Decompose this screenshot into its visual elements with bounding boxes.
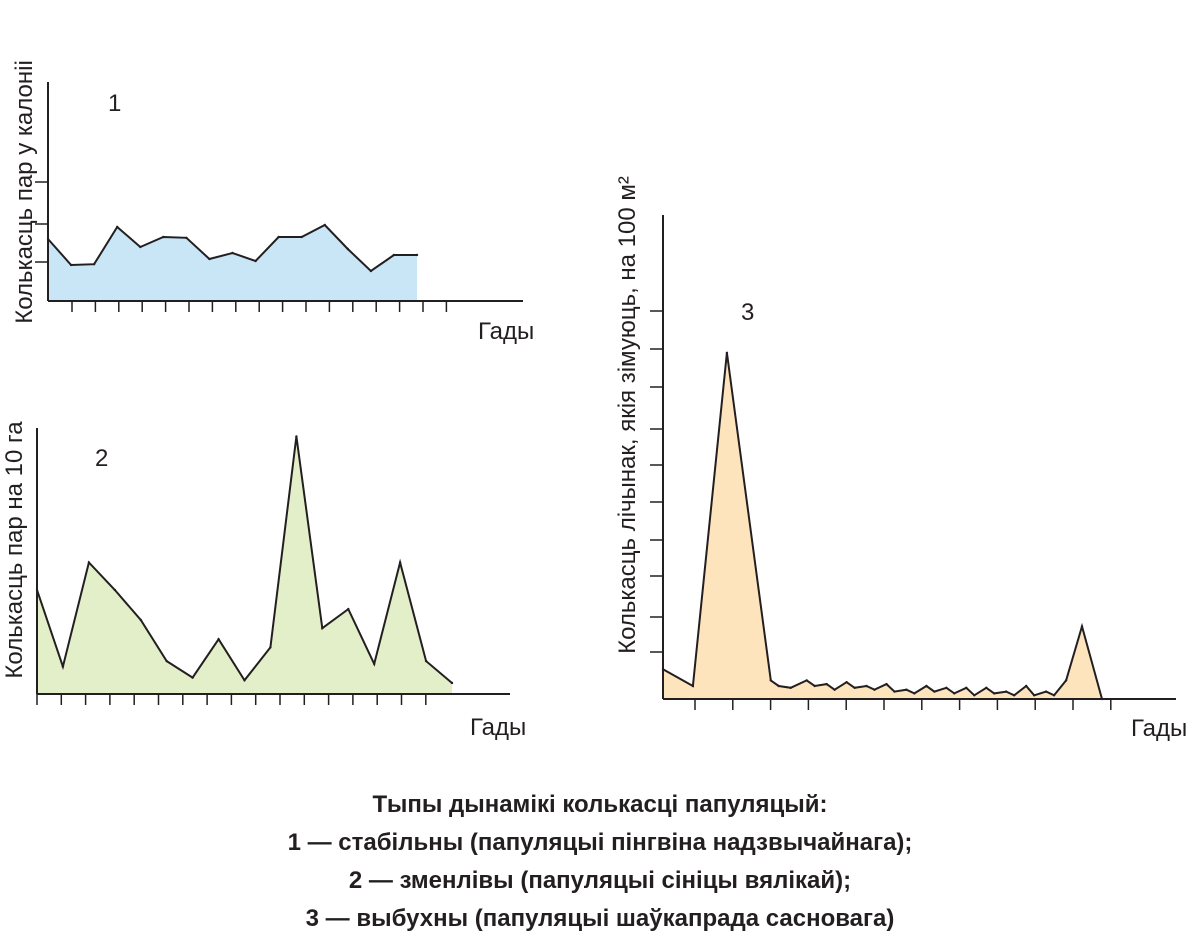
data-point <box>1044 690 1048 693</box>
data-point <box>873 688 876 691</box>
chart-explosive: Колькасць лічынак, якія зімуюць, на 100 … <box>614 176 1187 742</box>
data-point <box>725 351 729 354</box>
x-axis-label: Гады <box>478 318 534 345</box>
data-point <box>254 259 257 263</box>
data-point <box>321 627 324 630</box>
area-fill <box>663 352 1102 699</box>
data-point <box>162 235 165 239</box>
data-point <box>243 679 246 682</box>
chart-stable: Колькасць пар у калоніі 1 Гады <box>11 60 534 345</box>
data-point <box>853 686 856 689</box>
caption-title: Тыпы дынамікі колькасці папуляцый: <box>372 791 828 818</box>
data-point <box>865 684 868 688</box>
data-point <box>985 686 988 689</box>
data-point <box>973 694 976 697</box>
data-point <box>450 681 454 685</box>
data-point <box>415 253 419 257</box>
data-point <box>993 692 996 695</box>
area-fill <box>48 225 417 301</box>
data-point <box>165 659 168 663</box>
data-point <box>139 618 142 622</box>
data-point <box>323 223 326 227</box>
data-point <box>208 257 211 261</box>
y-axis-label: Колькасць пар на 10 га <box>1 421 28 679</box>
data-point <box>231 251 234 255</box>
data-point <box>191 676 194 679</box>
data-point <box>813 684 816 688</box>
data-point <box>933 690 936 693</box>
data-point <box>691 684 695 688</box>
data-point <box>1033 694 1036 697</box>
data-point <box>113 588 117 592</box>
area-fill <box>37 436 452 694</box>
data-point <box>369 269 373 273</box>
data-point <box>945 686 948 689</box>
caption-item-3: 3 — выбухны (папуляцыі шаўкапрада саснов… <box>305 905 895 932</box>
data-point <box>1013 694 1016 697</box>
panel-label: 3 <box>741 299 754 326</box>
data-point <box>392 253 396 257</box>
data-point <box>1005 690 1008 693</box>
data-point <box>913 692 916 695</box>
data-point <box>845 681 848 684</box>
data-point <box>139 245 142 249</box>
data-point <box>87 561 91 564</box>
data-point <box>347 607 350 611</box>
data-point <box>885 682 888 686</box>
data-point <box>805 679 808 682</box>
data-point <box>1025 684 1028 688</box>
data-point <box>833 688 836 691</box>
caption-item-1: 1 — стабільны (папуляцыі пінгвіна надзвы… <box>287 829 913 856</box>
data-point <box>269 646 272 649</box>
y-axis-label: Колькасць пар у калоніі <box>11 60 38 324</box>
data-point <box>1052 694 1056 697</box>
panel-label: 2 <box>95 445 108 472</box>
data-point <box>424 659 428 663</box>
chart-variable: Колькасць пар на 10 га 2 Гады <box>1 421 526 741</box>
caption: Тыпы дынамікі колькасці папуляцый: 1 — с… <box>0 786 1200 938</box>
data-point <box>277 235 280 239</box>
data-point <box>92 263 96 266</box>
x-axis-label: Гады <box>1131 715 1187 742</box>
y-axis-label: Колькасць лічынак, якія зімуюць, на 100 … <box>614 176 641 654</box>
data-point <box>769 679 772 682</box>
data-point <box>905 688 908 691</box>
caption-item-2: 2 — зменлівы (папуляцыі сініцы вялікай); <box>348 867 852 894</box>
data-point <box>295 435 298 438</box>
data-point <box>346 247 349 251</box>
data-point <box>69 263 73 267</box>
data-point <box>789 686 792 689</box>
data-point <box>953 692 956 695</box>
data-point <box>1064 679 1068 682</box>
data-point <box>893 690 896 693</box>
data-point <box>777 684 780 688</box>
data-point <box>1080 625 1084 628</box>
data-point <box>398 561 402 564</box>
data-point <box>61 665 65 668</box>
data-point <box>825 682 828 686</box>
data-point <box>217 638 220 641</box>
x-axis-label: Гады <box>470 714 526 741</box>
data-point <box>116 225 119 229</box>
data-point <box>373 662 376 666</box>
data-point <box>300 235 303 239</box>
panel-label: 1 <box>108 90 121 117</box>
data-point <box>925 684 928 688</box>
data-point <box>185 236 188 239</box>
data-point <box>965 686 968 689</box>
